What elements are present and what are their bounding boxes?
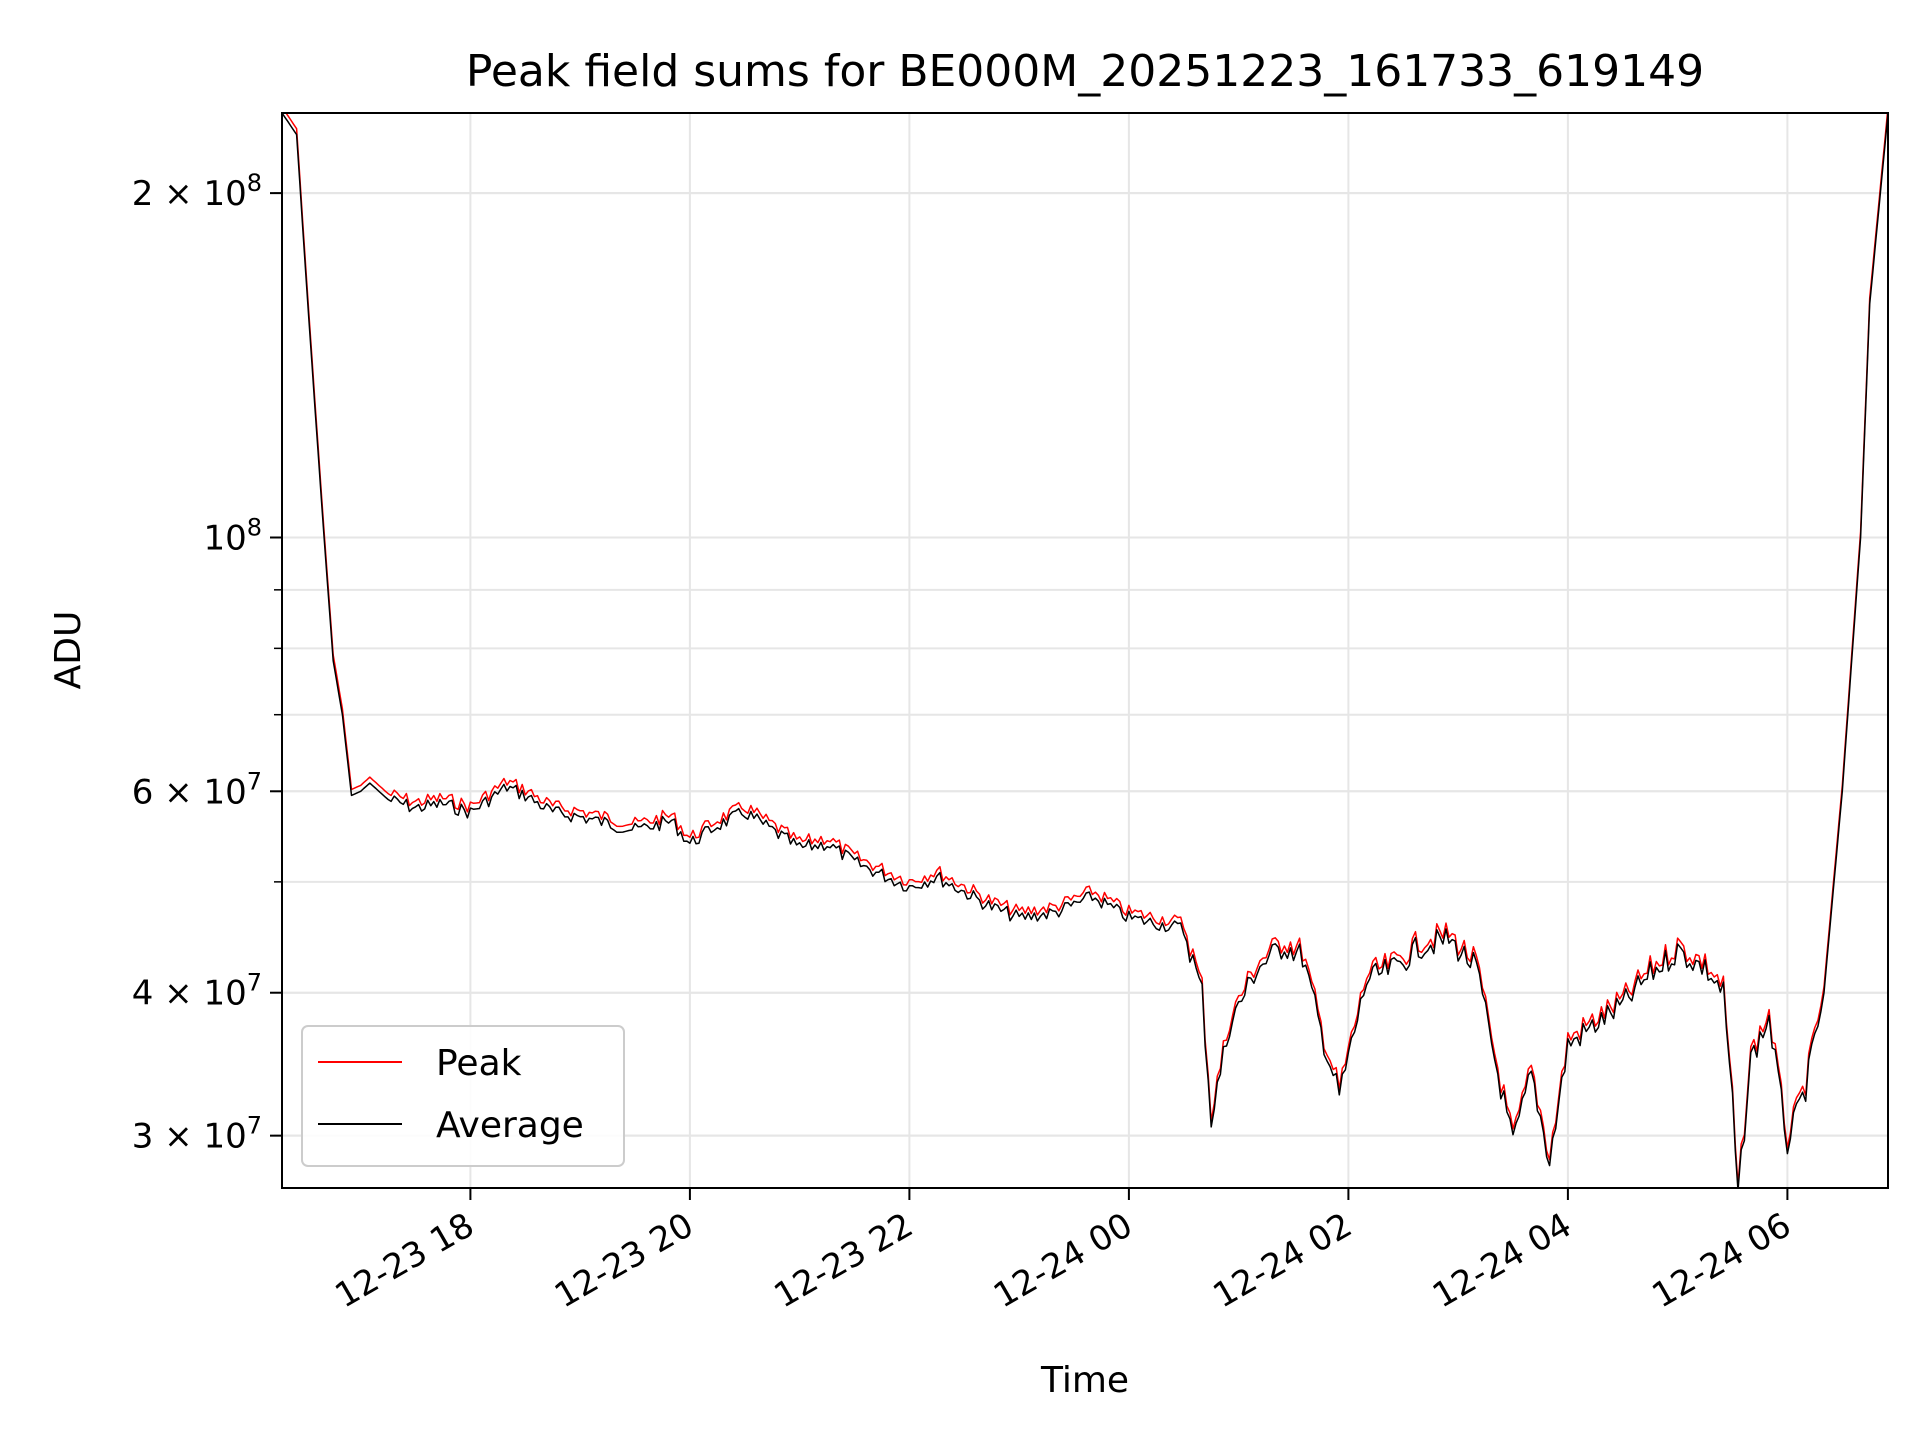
- series-lines: [282, 113, 1888, 1188]
- y-tick-label: 4 × 107: [132, 969, 262, 1014]
- y-axis-ticks: 2 × 108 108 6 × 107 4 × 107 3 × 107: [132, 169, 282, 1157]
- y-tick-label: 6 × 107: [132, 767, 262, 812]
- y-axis-label: ADU: [48, 611, 89, 690]
- chart-title: Peak field sums for BE000M_20251223_1617…: [466, 46, 1704, 97]
- legend-peak-label: Peak: [436, 1043, 522, 1084]
- series-peak-line: [285, 113, 1888, 1186]
- y-tick-label: 2 × 108: [132, 169, 262, 214]
- grid-lines: [282, 113, 1888, 1188]
- series-average-line: [282, 113, 1888, 1188]
- y-tick-label: 3 × 107: [132, 1112, 262, 1157]
- legend-average-label: Average: [436, 1105, 584, 1146]
- y-tick-label: 108: [203, 513, 262, 558]
- x-axis-label: Time: [1040, 1360, 1129, 1401]
- plot-frame: [281, 112, 1889, 1189]
- legend: Peak Average: [301, 1025, 625, 1167]
